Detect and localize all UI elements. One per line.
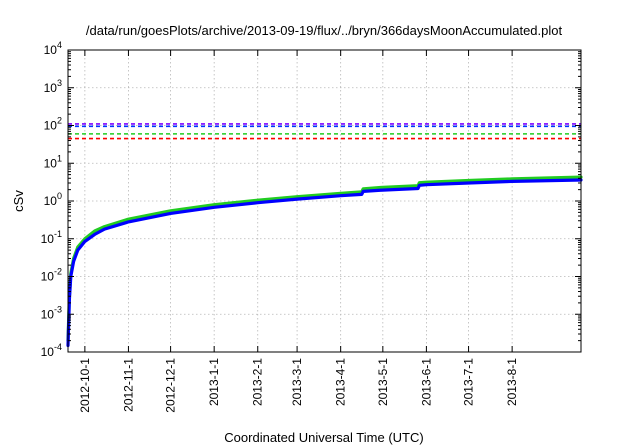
- reference-lines: [68, 123, 581, 140]
- y-tick-label-exponent: -1: [54, 229, 62, 239]
- y-tick-label: 10-2: [41, 267, 62, 284]
- series-line-2: [66, 178, 583, 347]
- y-tick-label-base: 10: [44, 194, 58, 208]
- x-tick-label: 2013-6-1: [419, 358, 433, 406]
- x-tick-label: 2013-5-1: [376, 358, 390, 406]
- y-axis-label: cSv: [11, 190, 26, 212]
- x-tick-label: 2013-1-1: [207, 358, 221, 406]
- y-tick-label-exponent: 2: [57, 116, 62, 126]
- series-line-1: [66, 175, 583, 343]
- y-tick-label-base: 10: [44, 81, 58, 95]
- y-tick-label-exponent: 3: [57, 78, 62, 88]
- grid-layer: [68, 50, 581, 352]
- y-tick-label: 10-1: [41, 229, 62, 246]
- x-tick-label: 2013-8-1: [505, 358, 519, 406]
- x-tick-label: 2013-7-1: [462, 358, 476, 406]
- y-tick-label-exponent: -3: [54, 304, 62, 314]
- y-tick-label: 100: [44, 191, 62, 208]
- y-tick-label-base: 10: [41, 307, 55, 321]
- y-tick-label-base: 10: [41, 345, 55, 359]
- y-tick-label-exponent: -4: [54, 342, 62, 352]
- x-tick-label: 2012-11-1: [121, 358, 135, 412]
- y-tick-label-exponent: 0: [57, 191, 62, 201]
- y-tick-label-exponent: 4: [57, 40, 62, 50]
- series-layer: [66, 175, 583, 347]
- x-axis-label: Coordinated Universal Time (UTC): [224, 430, 423, 445]
- y-tick-label-base: 10: [44, 43, 58, 57]
- y-tick-label: 102: [44, 116, 62, 133]
- x-tick-label: 2013-3-1: [290, 358, 304, 406]
- y-tick-label: 101: [44, 153, 62, 170]
- x-tick-label: 2013-2-1: [251, 358, 265, 406]
- y-tick-label-base: 10: [44, 156, 58, 170]
- y-tick-label-base: 10: [41, 270, 55, 284]
- y-tick-label-base: 10: [44, 119, 58, 133]
- y-tick-label-base: 10: [41, 232, 55, 246]
- y-tick-label-exponent: 1: [57, 153, 62, 163]
- y-tick-label: 104: [44, 40, 62, 57]
- y-tick-label: 103: [44, 78, 62, 95]
- x-tick-label: 2012-10-1: [78, 358, 92, 413]
- chart-title: /data/run/goesPlots/archive/2013-09-19/f…: [86, 23, 563, 38]
- x-tick-label: 2013-4-1: [334, 358, 348, 406]
- y-tick-label: 10-3: [41, 304, 62, 321]
- tick-layer: 10-410-310-210-11001011021031042012-10-1…: [41, 40, 581, 413]
- x-tick-label: 2012-12-1: [164, 358, 178, 413]
- y-tick-label: 10-4: [41, 342, 62, 359]
- y-tick-label-exponent: -2: [54, 267, 62, 277]
